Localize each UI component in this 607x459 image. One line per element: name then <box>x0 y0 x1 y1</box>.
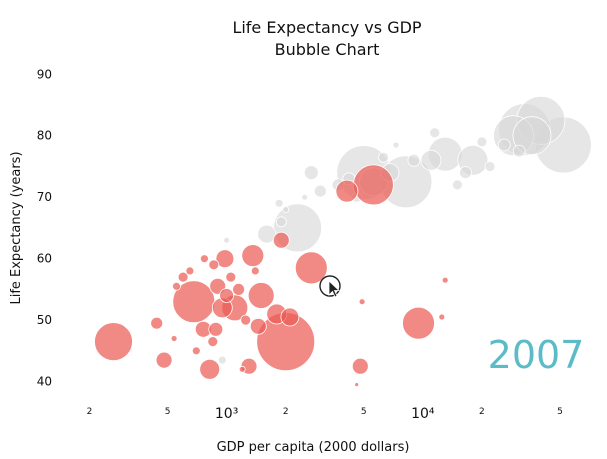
country-bubble <box>282 206 290 213</box>
highlighted-bubble <box>172 281 181 291</box>
highlighted-bubble <box>250 266 260 276</box>
country-bubble <box>392 141 400 149</box>
highlighted-bubble <box>177 271 189 283</box>
country-bubble <box>407 153 421 167</box>
x-tick-label: 5 <box>557 407 563 417</box>
highlighted-bubble <box>441 276 449 284</box>
y-tick-label: 80 <box>37 129 52 143</box>
country-bubble <box>223 236 231 244</box>
year-label: 2007 <box>488 333 585 377</box>
highlighted-bubble <box>272 231 290 249</box>
highlighted-bubble <box>208 259 220 271</box>
highlighted-bubble <box>294 251 328 285</box>
country-bubble <box>420 149 442 171</box>
highlighted-bubble <box>94 322 133 362</box>
country-bubble <box>274 198 284 208</box>
highlighted-bubble <box>232 282 246 296</box>
country-bubble <box>217 355 227 365</box>
country-bubble <box>476 136 488 148</box>
y-tick-label: 40 <box>37 375 52 389</box>
x-tick-label: 5 <box>361 407 367 417</box>
chart-subtitle: Bubble Chart <box>275 40 380 59</box>
highlighted-bubble <box>225 271 237 283</box>
highlighted-bubble <box>155 351 173 369</box>
y-axis-ticks: 40 50 60 70 80 90 <box>37 67 52 388</box>
country-bubble <box>451 179 463 191</box>
y-tick-label: 60 <box>37 252 52 266</box>
x-axis-ticks: 2 5 10³ 2 5 10⁴ 2 5 <box>87 406 563 422</box>
highlighted-bubble <box>438 313 446 321</box>
highlighted-bubble <box>199 254 209 264</box>
highlighted-bubble <box>280 307 300 327</box>
highlighted-bubble <box>241 244 265 268</box>
y-tick-label: 70 <box>37 190 52 204</box>
country-bubble <box>301 193 309 201</box>
highlighted-bubble <box>191 346 201 356</box>
highlighted-bubble <box>219 288 235 303</box>
bubbles-layer <box>94 96 592 388</box>
highlighted-bubble <box>240 314 252 326</box>
x-tick-label: 10⁴ <box>411 406 435 422</box>
highlighted-bubble <box>185 266 195 276</box>
highlighted-bubble <box>354 382 360 388</box>
highlighted-bubble <box>352 164 394 206</box>
country-bubble <box>313 184 327 198</box>
highlighted-bubble <box>170 335 178 342</box>
highlighted-bubble <box>238 365 246 373</box>
highlighted-bubble <box>208 321 224 337</box>
y-axis-label: Life Expectancy (years) <box>9 151 24 304</box>
x-tick-label: 10³ <box>215 406 238 422</box>
highlighted-bubble <box>199 358 221 380</box>
country-bubble <box>378 151 389 163</box>
x-tick-label: 2 <box>479 407 485 417</box>
highlighted-bubble <box>150 316 164 330</box>
country-bubble <box>303 165 319 181</box>
highlighted-bubble <box>249 317 267 335</box>
mouse-cursor-icon <box>319 275 341 298</box>
highlighted-bubble <box>358 298 366 306</box>
x-tick-label: 2 <box>87 407 93 417</box>
highlighted-bubble <box>351 357 369 375</box>
x-axis-label: GDP per capita (2000 dollars) <box>217 440 410 455</box>
country-bubble <box>459 166 472 180</box>
chart-title: Life Expectancy vs GDP <box>232 18 421 37</box>
highlighted-bubble <box>335 179 359 203</box>
x-tick-label: 5 <box>165 407 171 417</box>
country-bubble <box>512 116 552 156</box>
highlighted-bubble <box>247 282 275 309</box>
country-bubble <box>512 144 526 158</box>
country-bubble <box>484 161 496 172</box>
x-tick-label: 2 <box>283 407 289 417</box>
country-bubble <box>429 127 441 139</box>
country-bubble <box>497 138 511 152</box>
country-bubble <box>275 216 287 228</box>
highlighted-bubble <box>207 336 219 348</box>
y-tick-label: 50 <box>37 313 52 327</box>
highlighted-bubble <box>215 249 235 269</box>
y-tick-label: 90 <box>37 67 52 81</box>
highlighted-bubble <box>402 306 435 340</box>
